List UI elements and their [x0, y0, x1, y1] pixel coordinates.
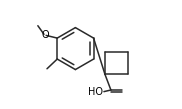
Text: HO: HO: [88, 87, 103, 97]
Text: O: O: [41, 30, 49, 40]
